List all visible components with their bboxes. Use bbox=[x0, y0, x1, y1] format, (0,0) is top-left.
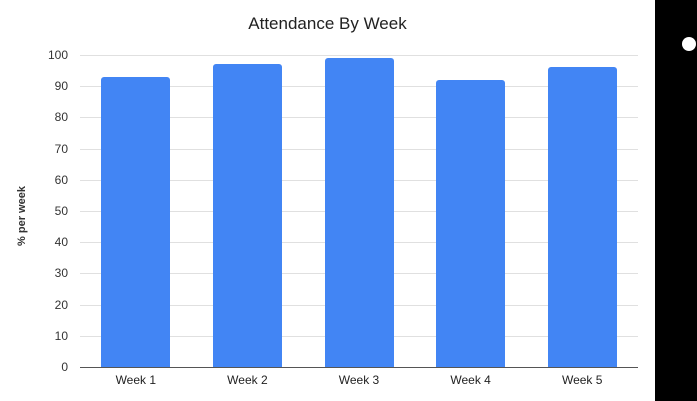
x-axis-baseline bbox=[80, 367, 638, 368]
bar-week-5[interactable] bbox=[547, 67, 617, 367]
y-tick-label: 20 bbox=[54, 297, 68, 312]
y-tick-label: 80 bbox=[54, 110, 68, 125]
y-axis-label: % per week bbox=[16, 186, 28, 246]
y-tick-label: 60 bbox=[54, 172, 68, 187]
bar-week-2[interactable] bbox=[212, 64, 282, 367]
y-tick-label: 70 bbox=[54, 141, 68, 156]
y-tick-label: 30 bbox=[54, 266, 68, 281]
x-tick-label: Week 1 bbox=[115, 373, 157, 387]
y-tick-label: 50 bbox=[54, 204, 68, 218]
chart-title: Attendance By Week bbox=[248, 14, 407, 33]
x-tick-label: Week 5 bbox=[561, 373, 603, 387]
bar-week-4[interactable] bbox=[436, 79, 506, 367]
y-tick-label: 0 bbox=[61, 360, 68, 374]
x-tick-label: Week 4 bbox=[450, 373, 491, 387]
y-tick-label: 10 bbox=[54, 328, 68, 343]
plot-area bbox=[80, 55, 638, 368]
bar-week-1[interactable] bbox=[101, 76, 171, 367]
x-tick-label: Week 2 bbox=[227, 373, 268, 387]
y-tick-label: 40 bbox=[54, 235, 68, 250]
bar-week-3[interactable] bbox=[324, 58, 394, 367]
dot-indicator-icon bbox=[682, 37, 696, 51]
side-panel bbox=[655, 0, 697, 401]
y-tick-label: 90 bbox=[54, 79, 68, 94]
x-tick-label: Week 3 bbox=[338, 373, 380, 387]
gridline bbox=[80, 55, 638, 56]
y-tick-label: 100 bbox=[47, 48, 68, 62]
